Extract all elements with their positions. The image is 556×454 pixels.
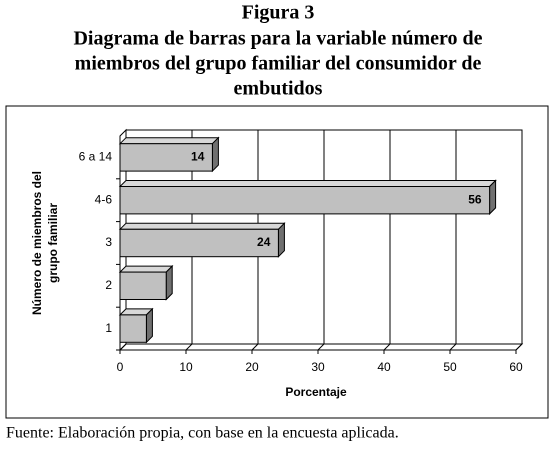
chart-title: embutidos — [234, 78, 323, 100]
x-tick — [185, 343, 193, 351]
x-tick-label: 20 — [245, 360, 259, 374]
chart-title: miembros del grupo familiar del consumid… — [75, 53, 482, 75]
bar — [119, 186, 491, 215]
x-tick-label: 0 — [117, 360, 124, 374]
chart-title: Diagrama de barras para la variable núme… — [73, 28, 482, 50]
data-label: 14 — [191, 150, 205, 164]
bar-side — [277, 222, 285, 258]
bar-top — [118, 265, 174, 273]
y-tick-label: 6 a 14 — [79, 150, 113, 164]
bar-side — [145, 307, 153, 344]
bar-side — [211, 136, 219, 173]
x-tick-label: 40 — [377, 360, 391, 374]
x-tick-label: 30 — [311, 360, 325, 374]
bar-side — [489, 179, 497, 216]
bar — [119, 228, 279, 258]
x-tick — [515, 343, 523, 351]
bar-top — [118, 137, 220, 145]
x-tick — [383, 343, 391, 351]
x-tick — [317, 343, 325, 351]
x-tick — [251, 343, 259, 351]
chart-frame — [5, 105, 549, 419]
x-tick-label: 10 — [179, 360, 193, 374]
x-tick — [119, 343, 127, 351]
x-tick-label: 50 — [443, 360, 457, 374]
x-axis-label: Porcentaje — [285, 385, 347, 399]
y-axis-label: grupo familiar — [46, 203, 60, 283]
bar-top — [118, 222, 286, 230]
y-tick-label: 3 — [105, 235, 112, 249]
y-tick-label: 4-6 — [95, 192, 113, 206]
figure-label: Figura 3 — [242, 2, 315, 24]
data-label: 56 — [468, 192, 482, 206]
x-tick — [449, 343, 457, 351]
bar — [119, 314, 147, 343]
y-axis-label: Número de miembros del — [30, 171, 44, 315]
source-note: Fuente: Elaboración propia, con base en … — [6, 425, 399, 442]
bar-side — [165, 264, 173, 301]
data-label: 24 — [257, 235, 271, 249]
y-tick-label: 2 — [105, 278, 112, 292]
bar — [119, 271, 167, 300]
bar — [119, 143, 213, 172]
x-tick-label: 60 — [509, 360, 523, 374]
bar-top — [118, 180, 497, 188]
y-tick-label: 1 — [105, 321, 112, 335]
